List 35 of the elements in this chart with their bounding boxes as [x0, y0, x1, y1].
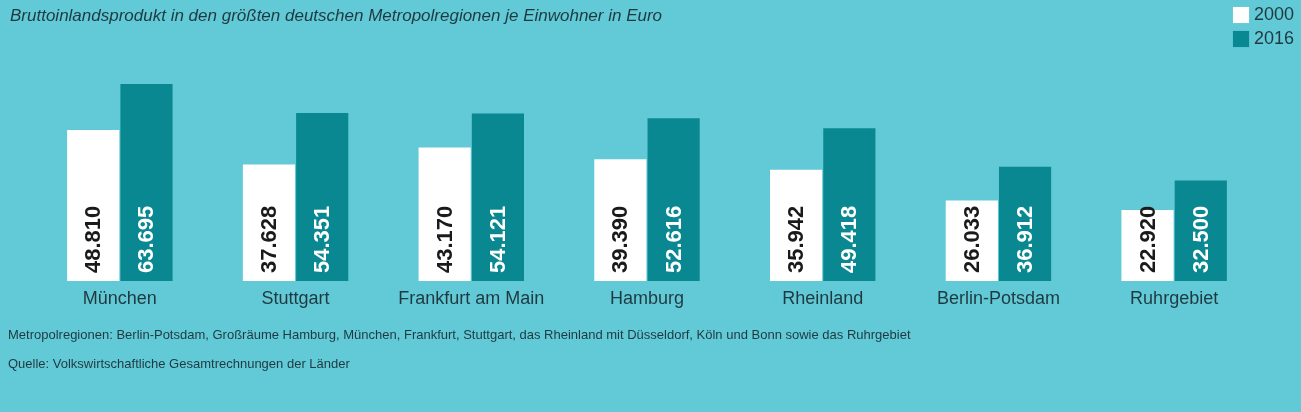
- data-label: 52.616: [660, 205, 686, 273]
- data-label: 43.170: [431, 205, 457, 273]
- bar: [67, 130, 120, 281]
- x-tick-label: Ruhrgebiet: [1130, 287, 1219, 308]
- bar: [120, 84, 173, 281]
- legend-label: 2000: [1254, 4, 1295, 24]
- source-note: Quelle: Volkswirtschaftliche Gesamtrechnungen der Länder: [8, 356, 351, 371]
- x-tick-label: Rheinland: [782, 287, 864, 308]
- bar: [418, 147, 471, 281]
- bar: [998, 166, 1052, 281]
- x-tick-label: Frankfurt am Main: [398, 287, 545, 308]
- data-label: 39.390: [607, 205, 633, 273]
- data-label: 35.942: [783, 205, 809, 273]
- x-tick-label: Hamburg: [609, 287, 685, 308]
- data-label: 32.500: [1187, 205, 1213, 273]
- bar: [296, 112, 349, 281]
- data-label: 63.695: [133, 205, 159, 273]
- chart-title: Bruttoinlandsprodukt in den größten deutschen Metropolregionen je Einwohner in Euro: [10, 6, 663, 26]
- x-tick-label: Stuttgart: [261, 287, 330, 308]
- data-label: 36.912: [1012, 205, 1038, 273]
- bar: [594, 159, 647, 281]
- x-tick-label: München: [82, 287, 157, 308]
- bar: [471, 113, 524, 281]
- data-label: 37.628: [255, 205, 281, 273]
- x-tick-label: Berlin-Potsdam: [936, 287, 1060, 308]
- data-label: 54.351: [309, 205, 335, 273]
- bar: [647, 118, 700, 281]
- data-label: 26.033: [958, 205, 984, 273]
- data-label: 22.920: [1134, 205, 1160, 273]
- data-label: 48.810: [80, 205, 106, 273]
- data-label: 54.121: [484, 205, 510, 273]
- bar: [823, 128, 876, 281]
- legend-label: 2016: [1254, 28, 1295, 48]
- data-label: 49.418: [836, 205, 862, 273]
- text: Metropolregionen: Berlin-Potsdam, Großräume Hamburg, München, Frankfurt, Stuttgart, das Rheinland mit Düsseldorf, Köln und Bonn sowie das Ruhrgebiet: [8, 327, 912, 342]
